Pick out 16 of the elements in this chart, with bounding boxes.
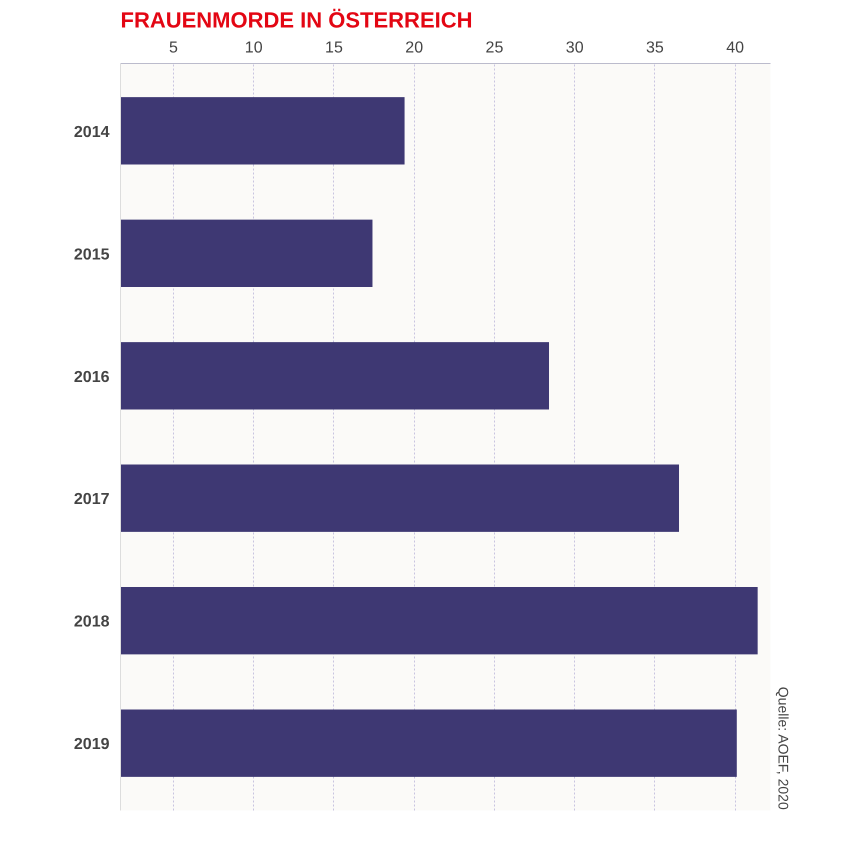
y-tick-label: 2015 <box>74 246 110 264</box>
y-tick-label: 2016 <box>74 368 110 386</box>
y-tick-label: 2017 <box>74 491 110 508</box>
source-note: Quelle: AOEF, 2020 <box>776 686 792 810</box>
y-tick-label: 2014 <box>74 124 110 141</box>
chart-title: FRAUENMORDE IN ÖSTERREICH <box>120 8 473 32</box>
x-tick-label: 40 <box>726 40 744 56</box>
x-tick-label: 10 <box>244 40 263 56</box>
x-tick-label: 35 <box>646 40 664 56</box>
y-tick-label: 2018 <box>74 614 110 631</box>
x-tick-label: 5 <box>169 40 178 56</box>
x-tick-label: 30 <box>566 40 584 56</box>
y-tick-label: 2019 <box>74 736 110 754</box>
x-tick-label: 15 <box>325 40 343 56</box>
x-tick-label: 20 <box>405 40 424 56</box>
x-tick-label: 25 <box>486 40 504 56</box>
